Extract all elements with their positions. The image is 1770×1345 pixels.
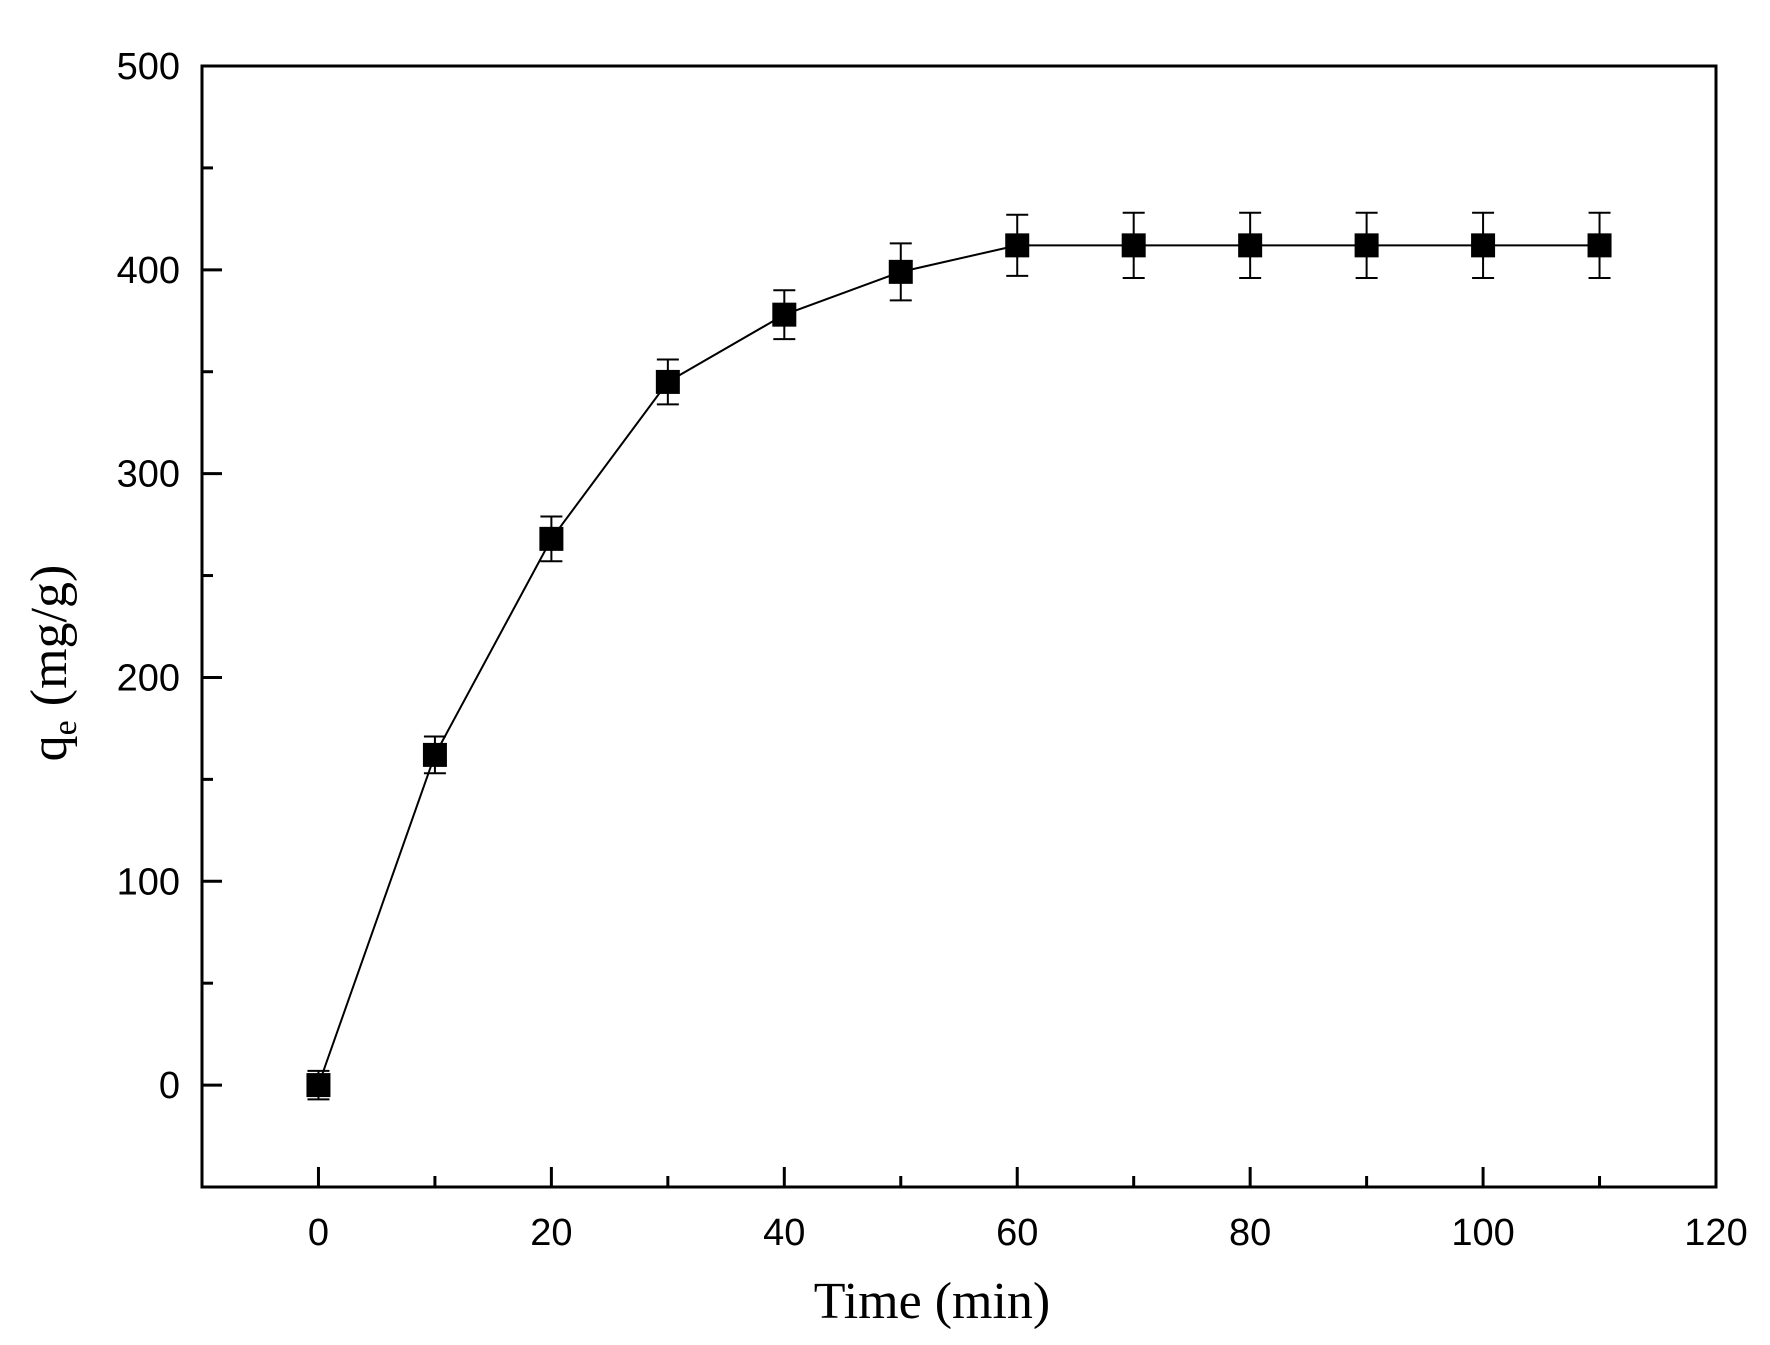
data-point-marker <box>1471 233 1496 258</box>
x-axis-ticks: 0 20 40 60 80 100 120 <box>308 1167 1748 1254</box>
x-tick-label: 120 <box>1684 1212 1747 1254</box>
data-point-marker <box>539 526 564 551</box>
y-tick-label: 100 <box>117 861 180 903</box>
data-point-marker <box>422 742 447 767</box>
y-tick-label: 200 <box>117 657 180 699</box>
y-axis-title-sub: e <box>47 720 84 735</box>
data-point-marker <box>1354 233 1379 258</box>
series-line <box>317 244 1600 1086</box>
data-point-marker <box>306 1073 331 1098</box>
x-tick-label: 80 <box>1229 1212 1271 1254</box>
y-axis-ticks: 0 100 200 300 400 500 <box>117 46 222 1107</box>
y-tick-label: 400 <box>117 250 180 292</box>
y-axis-title: qe (mg/g) <box>21 565 84 762</box>
y-axis-title-main: q <box>21 735 78 761</box>
series-layer <box>306 211 1612 1101</box>
y-tick-label: 300 <box>117 454 180 496</box>
plot-frame <box>200 64 1718 1189</box>
x-tick-label: 0 <box>308 1212 329 1254</box>
data-point-marker <box>1005 233 1030 258</box>
x-tick-label: 60 <box>996 1212 1038 1254</box>
x-tick-label: 100 <box>1451 1212 1514 1254</box>
x-axis-title: Time (min) <box>814 1273 1050 1330</box>
data-point-marker <box>1587 233 1612 258</box>
y-axis-title-unit: (mg/g) <box>21 565 78 707</box>
x-tick-label: 20 <box>530 1212 572 1254</box>
x-tick-label: 40 <box>763 1212 805 1254</box>
data-point-marker <box>888 259 913 284</box>
data-point-marker <box>655 369 680 394</box>
data-point-marker <box>1121 233 1146 258</box>
data-point-marker <box>1238 233 1263 258</box>
y-tick-label: 0 <box>159 1065 180 1107</box>
y-tick-label: 500 <box>117 46 180 88</box>
data-point-marker <box>772 302 797 327</box>
